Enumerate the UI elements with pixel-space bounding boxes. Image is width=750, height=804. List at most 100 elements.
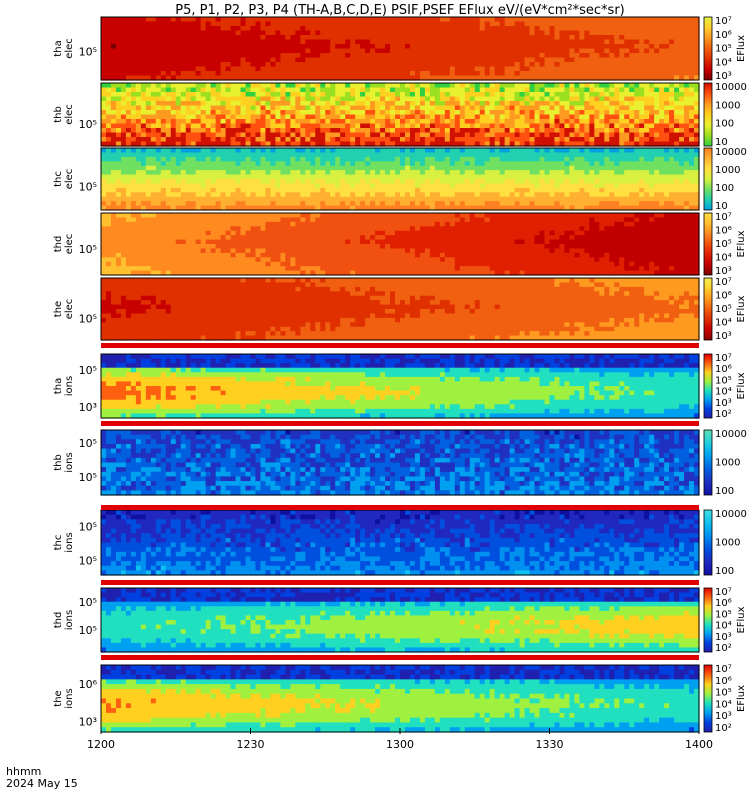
- colorbar-tick-label: 100: [715, 183, 734, 194]
- panel-tha-elec: thaelec 10⁵ 10⁷ 10⁶ 10⁵ 10⁴ 10³ EFlux: [53, 16, 747, 82]
- mode-bar: [101, 421, 699, 426]
- mode-bar: [101, 505, 699, 510]
- colorbar-tick-label: 10⁷: [715, 587, 732, 598]
- x-axis-date: 2024 May 15: [6, 777, 78, 790]
- y-tick-label: 10⁵: [79, 312, 97, 325]
- panel-ylabel: thcions: [53, 532, 75, 552]
- panel-ylabel: theelec: [53, 299, 75, 320]
- y-tick-label: 10⁵: [79, 180, 97, 193]
- colorbar: [703, 16, 713, 81]
- y-tick-label: 10⁵: [79, 596, 97, 609]
- y-tick-label: 10⁵: [79, 243, 97, 256]
- colorbar-tick-label: 100: [715, 566, 734, 577]
- colorbar-tick-label: 10²: [715, 723, 732, 734]
- colorbar: [703, 664, 713, 733]
- mode-bar: [101, 655, 699, 660]
- colorbar-tick-label: 10⁴: [715, 621, 732, 632]
- colorbar-tick-label: 10⁶: [715, 291, 732, 302]
- colorbar-tick-label: 10³: [715, 632, 732, 643]
- y-tick-label: 10⁵: [79, 437, 97, 450]
- colorbar-tick-label: 10⁵: [715, 239, 732, 250]
- y-tick-label: 10⁵: [79, 624, 97, 637]
- colorbar-tick-label: 10³: [715, 398, 732, 409]
- colorbar-tick-label: 10⁵: [715, 375, 732, 386]
- colorbar: [703, 353, 713, 419]
- x-tick-label: 1330: [536, 738, 564, 751]
- mode-bar: [101, 343, 699, 348]
- colorbar: [703, 147, 713, 211]
- colorbar-tick-label: 1000: [715, 100, 740, 111]
- x-axis-label: hhmm: [6, 765, 41, 778]
- colorbar-tick-label: 10000: [715, 147, 747, 158]
- colorbar-tick-label: 10²: [715, 643, 732, 654]
- colorbar: [703, 212, 713, 276]
- colorbar-label: EFlux: [736, 295, 747, 322]
- colorbar-label: EFlux: [736, 606, 747, 633]
- colorbar-tick-label: 10⁴: [715, 57, 732, 68]
- plot-title: P5, P1, P2, P3, P4 (TH-A,B,C,D,E) PSIF,P…: [175, 3, 624, 18]
- colorbar-tick-label: 100: [715, 119, 734, 130]
- panel-thd-elec: thdelec 10⁵ 10⁷ 10⁶ 10⁵ 10⁴ 10³ EFlux: [53, 212, 747, 277]
- y-tick-label: 10⁶: [79, 678, 98, 691]
- y-tick-label: 10⁵: [79, 46, 97, 59]
- panel-ylabel: thdions: [53, 610, 75, 630]
- colorbar-tick-label: 10³: [715, 711, 732, 722]
- panel-ylabel: thcelec: [53, 169, 75, 190]
- mode-bar: [101, 580, 699, 585]
- colorbar-tick-label: 10⁷: [715, 664, 732, 675]
- colorbar: [703, 587, 713, 653]
- colorbar-tick-label: 1000: [715, 165, 740, 176]
- y-tick-label: 10⁵: [79, 118, 97, 131]
- x-tick-label: 1200: [87, 738, 115, 751]
- colorbar-tick-label: 10⁵: [715, 44, 732, 55]
- panel-thc-elec: thcelec 10⁵ 10000 1000 100 10: [53, 147, 747, 212]
- colorbar-tick-label: 100: [715, 486, 734, 497]
- panel-thc-ions: thcions 10⁵ 10⁵ 10000 1000 100: [53, 509, 747, 577]
- colorbar-tick-label: 10⁴: [715, 699, 732, 710]
- time-axis: 1200 1230 1300 1330 1400: [87, 728, 713, 751]
- y-tick-label: 10⁵: [79, 471, 97, 484]
- colorbar-tick-label: 10⁴: [715, 253, 732, 264]
- colorbar-tick-label: 10⁶: [715, 676, 732, 687]
- colorbar-tick-label: 10⁷: [715, 16, 732, 27]
- colorbar-tick-label: 10⁶: [715, 598, 732, 609]
- colorbar: [703, 429, 713, 496]
- x-tick-label: 1300: [386, 738, 414, 751]
- panel-ylabel: theions: [53, 688, 75, 708]
- panel-thb-elec: thbelec 10⁵ 10000 1000 100 10: [53, 82, 747, 148]
- colorbar-tick-label: 10³: [715, 71, 732, 82]
- y-tick-label: 10⁵: [79, 364, 97, 377]
- colorbar-tick-label: 10000: [715, 82, 747, 93]
- x-tick-label: 1400: [685, 738, 713, 751]
- panel-ylabel: thaelec: [53, 38, 75, 59]
- colorbar-tick-label: 10⁴: [715, 318, 732, 329]
- colorbar-tick-label: 10⁵: [715, 609, 732, 620]
- y-tick-label: 10⁵: [79, 555, 97, 568]
- colorbar-label: EFlux: [736, 685, 747, 712]
- colorbar-tick-label: 10⁷: [715, 353, 732, 364]
- colorbar-label: EFlux: [736, 35, 747, 62]
- panel-the-elec: theelec 10⁵ 10⁷ 10⁶ 10⁵ 10⁴ 10³ EFlux: [53, 277, 747, 342]
- y-tick-label: 10³: [79, 401, 97, 414]
- colorbar-tick-label: 10⁴: [715, 387, 732, 398]
- panel-ylabel: thbions: [53, 452, 75, 472]
- panel-ylabel: thdelec: [53, 234, 75, 255]
- y-tick-label: 10⁵: [79, 520, 97, 533]
- colorbar-tick-label: 1000: [715, 538, 740, 549]
- panel-ylabel: thaions: [53, 376, 75, 396]
- colorbar-tick-label: 10³: [715, 331, 732, 342]
- x-tick-label: 1230: [237, 738, 265, 751]
- colorbar-tick-label: 10⁵: [715, 688, 732, 699]
- colorbar-label: EFlux: [736, 372, 747, 399]
- colorbar-tick-label: 10⁷: [715, 277, 732, 288]
- colorbar: [703, 82, 713, 147]
- colorbar: [703, 277, 713, 341]
- colorbar-label: EFlux: [736, 230, 747, 257]
- colorbar-tick-label: 10000: [715, 429, 747, 440]
- colorbar-tick-label: 1000: [715, 458, 740, 469]
- colorbar-tick-label: 10⁶: [715, 226, 732, 237]
